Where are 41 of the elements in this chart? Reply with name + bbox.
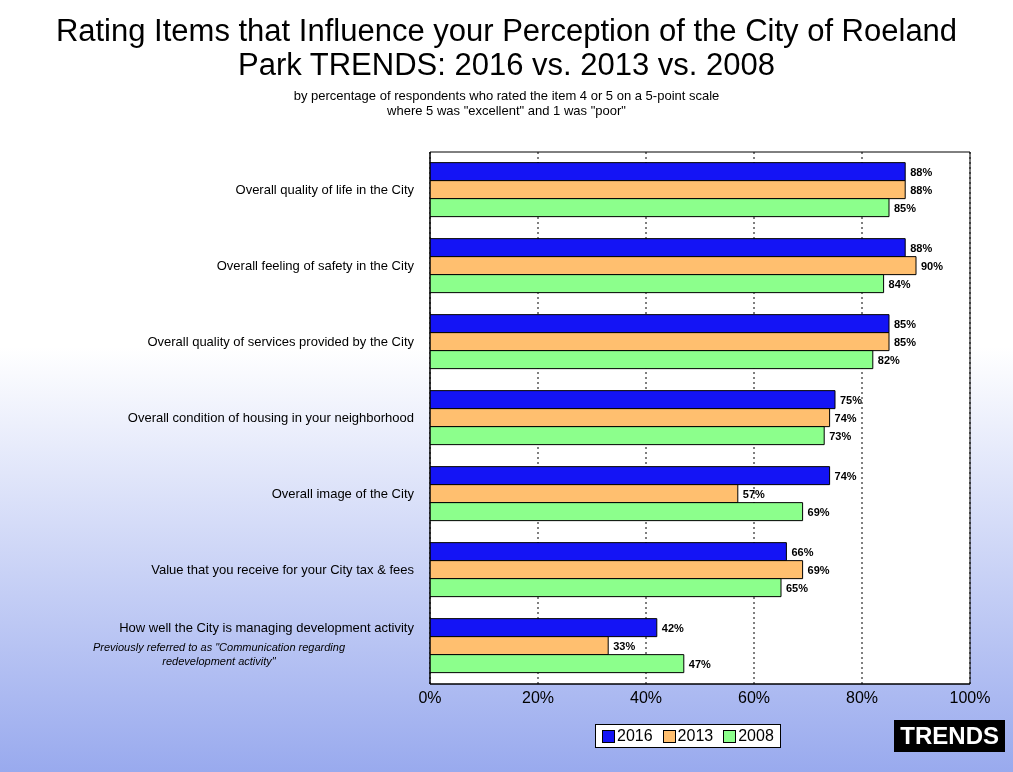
data-label: 69% — [807, 505, 830, 518]
data-label: 47% — [688, 657, 712, 670]
data-label: 74% — [834, 411, 857, 424]
data-label: 85% — [894, 201, 917, 214]
data-label: 69% — [807, 563, 830, 576]
data-label: 75% — [840, 393, 863, 406]
data-label: 88% — [910, 165, 933, 178]
y-tick-label: Value that you receive for your City tax & fees — [151, 562, 415, 577]
data-label: 88% — [910, 183, 933, 196]
legend-label: 2008 — [737, 727, 774, 745]
data-label: 42% — [661, 621, 685, 634]
data-label: 33% — [613, 639, 636, 652]
y-tick-label: Overall image of the City — [271, 486, 415, 501]
legend-label: 2016 — [616, 727, 653, 745]
y-tick-label: Overall quality of services provided by the City — [147, 334, 415, 349]
x-tick-label: 20% — [521, 689, 555, 707]
y-tick-label: Overall quality of life in the City — [235, 182, 415, 197]
text: TRENDS — [894, 720, 1005, 752]
data-label: 65% — [786, 581, 809, 594]
data-label: 85% — [894, 335, 917, 348]
x-tick-label: 0% — [418, 689, 442, 707]
chart-subtitle: by percentage of respondents who rated the item 4 or 5 on a 5-point scale where 5 was "excellent" and 1 was "poor" — [292, 88, 721, 118]
data-label: 66% — [791, 545, 814, 558]
y-tick-label: How well the City is managing development activity — [119, 620, 415, 635]
data-label: 82% — [877, 353, 901, 366]
chart-title: Rating Items that Influence your Perception of the City of Roeland Park TRENDS: 2016 vs. 2013 vs. 2008 — [54, 13, 959, 82]
data-label: 88% — [910, 241, 933, 254]
data-label: 73% — [829, 429, 852, 442]
x-tick-label: 80% — [845, 689, 879, 707]
data-label: 90% — [921, 259, 944, 272]
data-label: 74% — [834, 469, 857, 482]
data-label: 57% — [742, 487, 766, 500]
data-label: 85% — [894, 317, 917, 330]
x-tick-label: 40% — [629, 689, 663, 707]
y-tick-label: Overall feeling of safety in the City — [216, 258, 415, 273]
data-label: 84% — [888, 277, 911, 290]
legend-label: 2013 — [676, 727, 714, 745]
x-tick-label: 100% — [949, 689, 991, 707]
x-tick-label: 60% — [737, 689, 771, 707]
text: Previously referred to as "Communication regarding redevelopment activity" — [91, 640, 347, 668]
y-tick-label: Overall condition of housing in your neighborhood — [127, 410, 414, 425]
